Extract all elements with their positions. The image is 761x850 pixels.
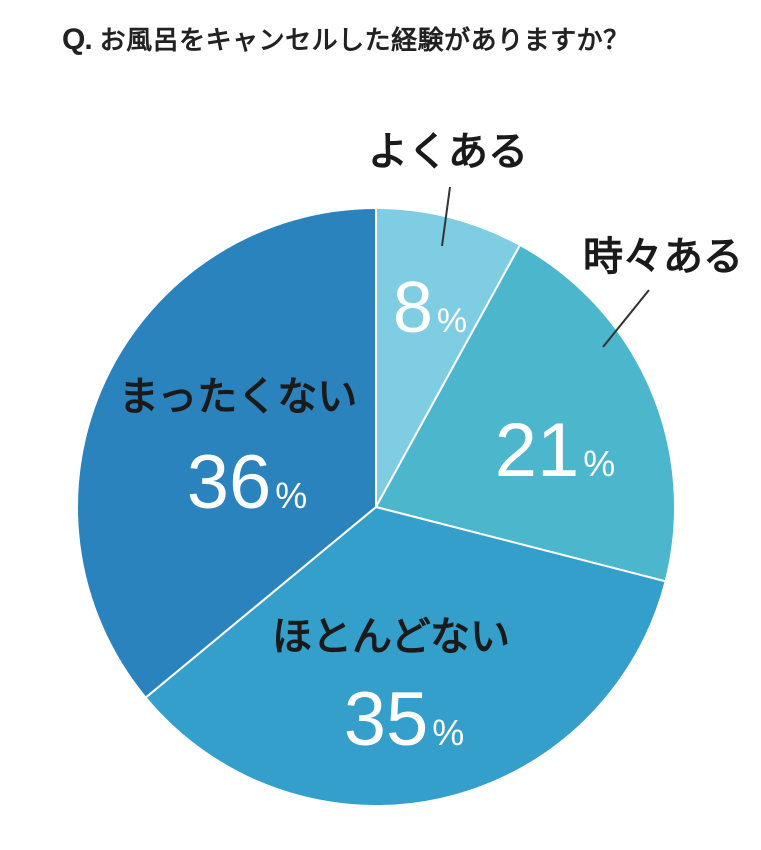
chart-title: Q. お風呂をキャンセルした経験がありますか？ [62, 20, 630, 60]
slice-value-3: 35% [344, 677, 465, 762]
slice-value-unit-3: % [432, 712, 464, 753]
slice-label-1: よくある [368, 129, 528, 175]
leader-lines [441, 186, 650, 348]
slice-value-1: 8% [393, 268, 467, 348]
slice-value-unit-1: % [437, 302, 467, 340]
slice-label-4: まったくない [119, 374, 357, 420]
pie-slice-4 [76, 207, 377, 699]
slice-label-2: 時々ある [583, 234, 743, 280]
slices-layer [76, 207, 676, 807]
slice-value-number-2: 21 [495, 408, 580, 493]
slice-value-4: 36% [187, 440, 308, 525]
slice-value-number-1: 8 [393, 268, 433, 348]
leader-line-2 [602, 289, 650, 348]
slice-value-unit-4: % [275, 475, 307, 516]
pie-slice-1 [375, 207, 522, 508]
slice-label-3: ほとんどない [272, 614, 510, 660]
pie-slice-2 [375, 243, 676, 583]
slice-value-2: 21% [495, 408, 616, 493]
question-prefix: Q. [62, 23, 93, 56]
slice-value-number-3: 35 [344, 677, 429, 762]
slice-value-number-4: 36 [187, 440, 272, 525]
labels-layer: よくある 8 % 時々ある 21 % ほとんどない 35 % まったくない 36% [119, 129, 743, 762]
question-text: お風呂をキャンセルした経験がありますか？ [99, 26, 630, 56]
slice-value-unit-2: % [583, 443, 615, 484]
pie-slice-3 [144, 506, 667, 807]
leader-line-1 [441, 186, 451, 247]
